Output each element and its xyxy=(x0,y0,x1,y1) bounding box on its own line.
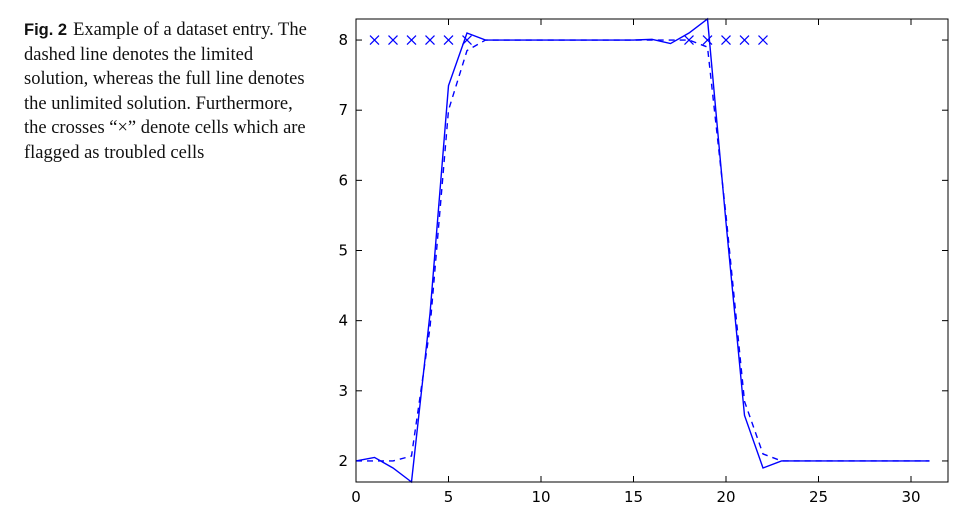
caption-text: Example of a dataset entry. The dashed l… xyxy=(24,20,307,163)
marker-stroke xyxy=(739,35,750,45)
unlimited-solution-line xyxy=(355,17,930,484)
figure-label: Fig. 2 xyxy=(24,21,68,39)
troubled-cell-marker xyxy=(406,35,417,45)
y-tick-label: 4 xyxy=(338,312,348,330)
x-tick-label: 25 xyxy=(809,488,828,506)
ticks-layer: 0 5 10 15 20 25 30 2 3 4 5 6 7 8 xyxy=(338,19,948,506)
troubled-cell-marker xyxy=(702,35,713,45)
y-tick-label: 3 xyxy=(338,382,348,400)
troubled-cell-marker xyxy=(758,35,768,45)
marker-stroke xyxy=(684,35,694,45)
y-tick-label: 2 xyxy=(338,452,348,470)
marker-stroke xyxy=(702,35,713,45)
troubled-cell-marker xyxy=(684,35,694,45)
troubled-cell-marker xyxy=(462,35,472,45)
y-tick-label: 6 xyxy=(338,171,348,189)
marker-stroke xyxy=(369,35,380,45)
troubled-cell-marker xyxy=(721,35,731,45)
x-tick-label: 5 xyxy=(444,488,454,506)
marker-stroke xyxy=(443,35,454,45)
series-layer xyxy=(355,17,930,484)
marker-stroke xyxy=(758,35,768,45)
markers-layer xyxy=(369,35,768,45)
y-tick-label: 7 xyxy=(338,101,348,119)
marker-stroke xyxy=(462,35,472,45)
x-tick-label: 10 xyxy=(531,488,550,506)
x-tick-label: 20 xyxy=(716,488,735,506)
limited-solution-line xyxy=(356,39,930,462)
x-tick-label: 0 xyxy=(351,488,361,506)
y-tick-label: 5 xyxy=(338,242,348,260)
x-tick-label: 30 xyxy=(901,488,920,506)
figure-caption: Fig. 2 Example of a dataset entry. The da… xyxy=(24,18,316,165)
troubled-cell-marker xyxy=(369,35,380,45)
marker-stroke xyxy=(388,35,398,45)
marker-stroke xyxy=(425,35,435,45)
troubled-cell-marker xyxy=(443,35,454,45)
troubled-cell-marker xyxy=(388,35,398,45)
plot-frame xyxy=(355,18,949,483)
troubled-cell-marker xyxy=(739,35,750,45)
marker-stroke xyxy=(721,35,731,45)
troubled-cell-marker xyxy=(425,35,435,45)
y-tick-label: 8 xyxy=(338,31,348,49)
marker-stroke xyxy=(406,35,417,45)
x-tick-label: 15 xyxy=(624,488,643,506)
